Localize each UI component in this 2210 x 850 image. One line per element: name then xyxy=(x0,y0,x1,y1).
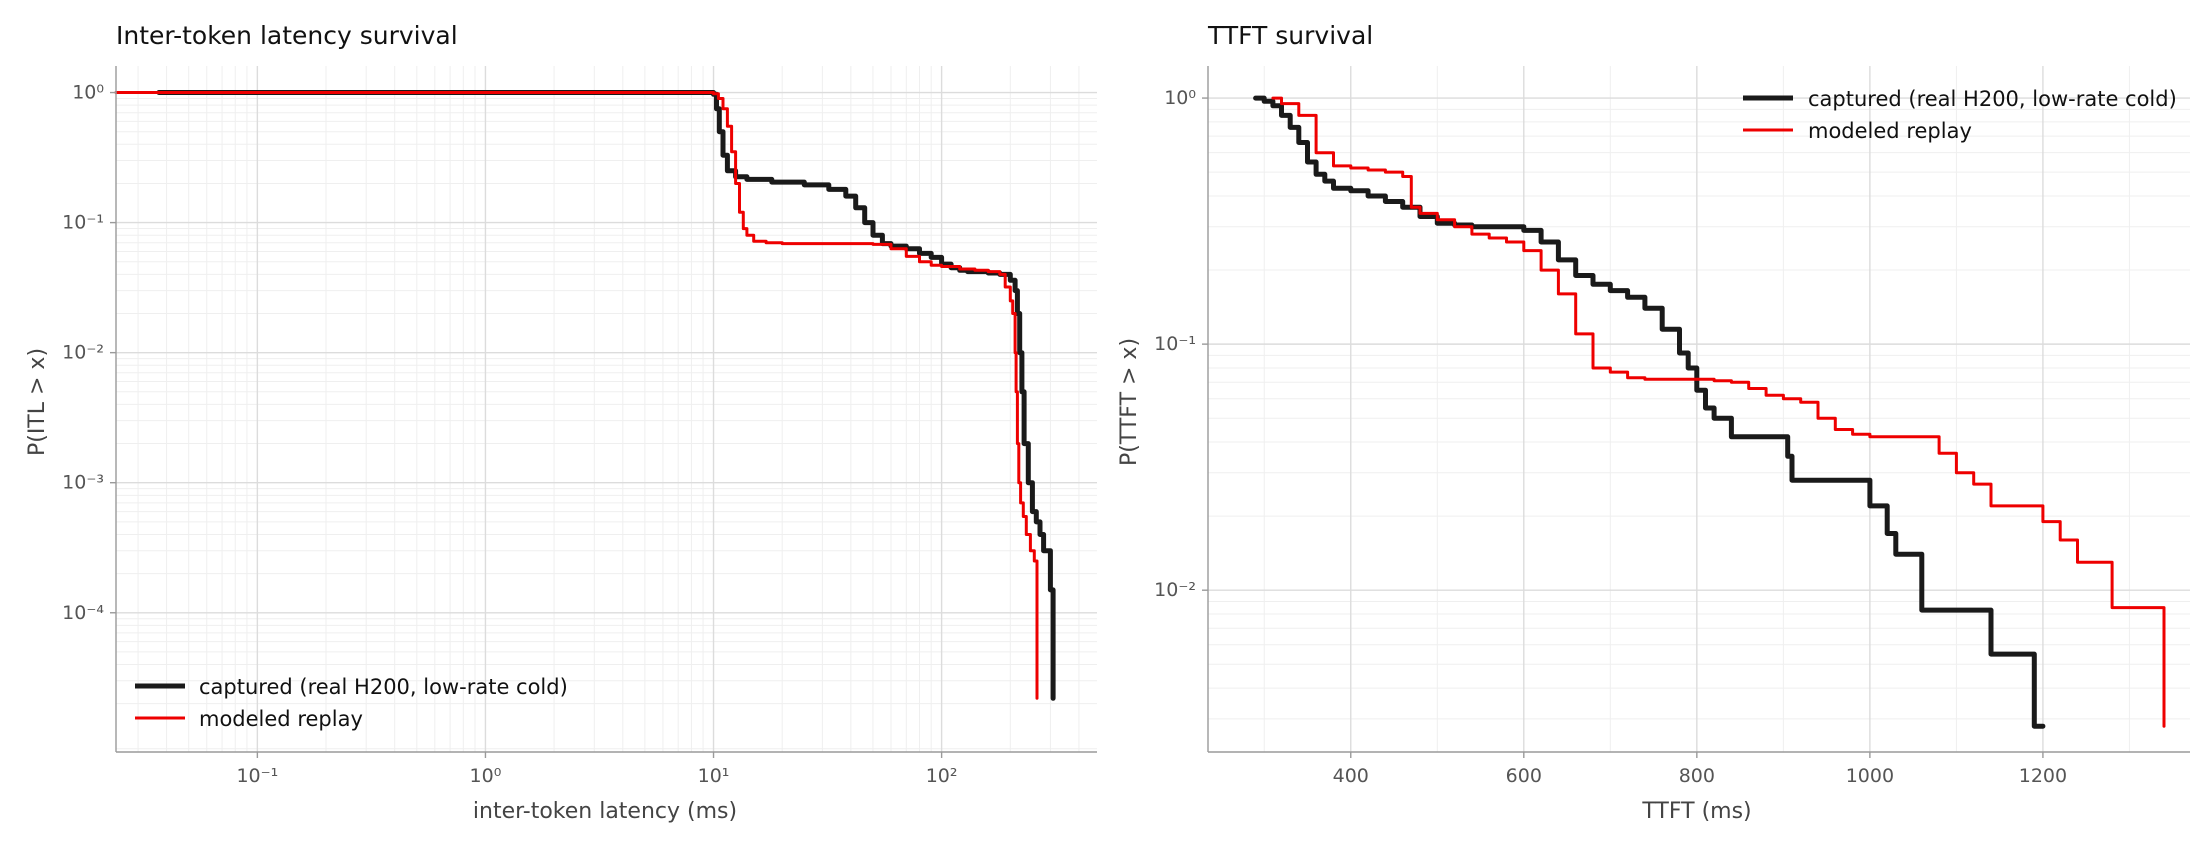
ttft-y-axis-label: P(TTFT > x) xyxy=(1117,338,1142,466)
ttft-series-modeled-line xyxy=(1271,96,2166,728)
ttft-survival-panel: TTFT survival 400 600 800 1000 1200 10⁰ 10⁻¹ 10… xyxy=(1117,21,2190,824)
itl-survival-panel: Inter-token latency survival 10⁻¹ 10⁰ 10¹ 1… xyxy=(25,21,1097,824)
ttft-x-tick-label: 400 xyxy=(1333,765,1369,787)
itl-chart-title: Inter-token latency survival xyxy=(116,21,458,50)
ttft-chart-title: TTFT survival xyxy=(1207,21,1373,50)
ttft-legend-label-captured: captured (real H200, low-rate cold) xyxy=(1808,87,2177,111)
itl-legend-label-captured: captured (real H200, low-rate cold) xyxy=(199,675,568,699)
itl-axes xyxy=(110,66,1097,758)
itl-y-tick-label: 10⁻³ xyxy=(62,472,104,494)
ttft-x-tick-label: 600 xyxy=(1506,765,1542,787)
ttft-y-tick-label: 10⁻¹ xyxy=(1154,333,1196,355)
itl-legend: captured (real H200, low-rate cold) mode… xyxy=(135,675,568,731)
itl-x-tick-label: 10² xyxy=(926,765,958,787)
itl-y-tick-label: 10⁻² xyxy=(62,342,104,364)
ttft-axes xyxy=(1202,66,2190,758)
itl-x-tick-label: 10⁰ xyxy=(470,765,502,787)
ttft-x-tick-label: 1200 xyxy=(2019,765,2067,787)
ttft-series-captured-line xyxy=(1253,95,2046,729)
ttft-y-tick-label: 10⁻² xyxy=(1154,579,1196,601)
itl-y-axis-label: P(ITL > x) xyxy=(25,348,50,456)
itl-grid xyxy=(116,66,1097,752)
itl-y-tick-label: 10⁰ xyxy=(72,82,104,104)
ttft-legend: captured (real H200, low-rate cold) mode… xyxy=(1743,87,2177,143)
itl-x-axis-label: inter-token latency (ms) xyxy=(473,799,737,824)
ttft-x-tick-label: 1000 xyxy=(1846,765,1894,787)
itl-legend-label-modeled: modeled replay xyxy=(199,707,363,731)
itl-y-tick-label: 10⁻¹ xyxy=(62,212,104,234)
itl-tick-labels: 10⁻¹ 10⁰ 10¹ 10² 10⁰ 10⁻¹ 10⁻² 10⁻³ 10⁻⁴ xyxy=(62,82,957,787)
ttft-x-tick-label: 800 xyxy=(1679,765,1715,787)
itl-series-modeled-line xyxy=(114,91,1039,700)
ttft-grid xyxy=(1208,66,2190,752)
itl-x-tick-label: 10⁻¹ xyxy=(236,765,278,787)
itl-y-tick-label: 10⁻⁴ xyxy=(62,602,104,624)
ttft-tick-labels: 400 600 800 1000 1200 10⁰ 10⁻¹ 10⁻² xyxy=(1154,87,2067,787)
ttft-y-tick-label: 10⁰ xyxy=(1164,87,1196,109)
ttft-series-layer xyxy=(1253,95,2166,729)
itl-x-tick-label: 10¹ xyxy=(698,765,730,787)
itl-series-layer xyxy=(114,90,1056,701)
ttft-x-axis-label: TTFT (ms) xyxy=(1641,799,1751,824)
ttft-legend-label-modeled: modeled replay xyxy=(1808,119,1972,143)
